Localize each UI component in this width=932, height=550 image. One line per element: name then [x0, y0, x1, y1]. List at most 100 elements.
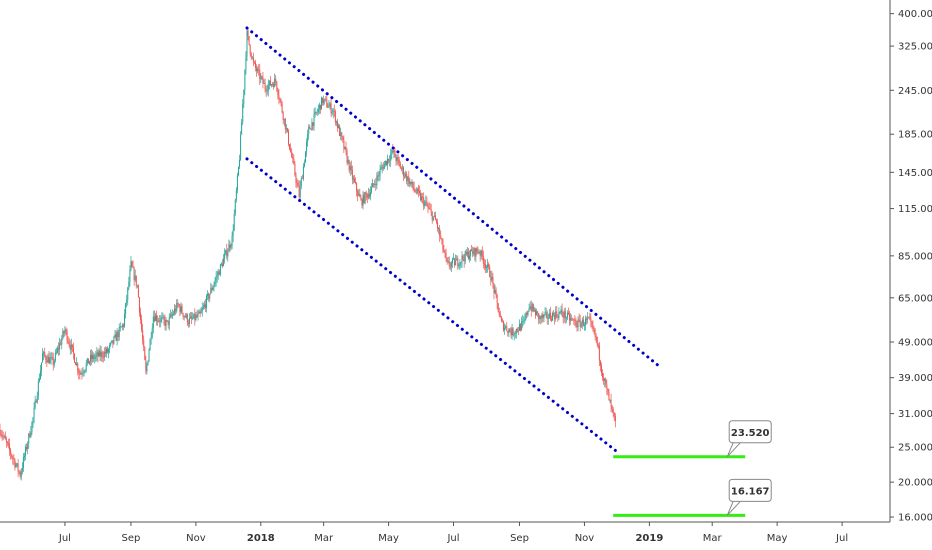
candle	[39, 364, 41, 380]
candle	[341, 131, 343, 141]
candle	[614, 413, 616, 428]
candle	[186, 313, 188, 327]
candle	[603, 373, 605, 385]
candle	[183, 315, 185, 321]
candle	[58, 342, 60, 356]
candle	[37, 378, 39, 400]
channel-trendline[interactable]	[245, 26, 661, 368]
candle	[468, 250, 470, 263]
candle	[9, 438, 11, 456]
x-tick-label: Nov	[186, 533, 206, 544]
candle	[542, 311, 544, 323]
candle	[135, 275, 137, 289]
candle	[295, 172, 297, 188]
candle	[72, 342, 74, 360]
channel-trendline[interactable]	[245, 157, 617, 452]
candle	[219, 263, 221, 277]
candle	[420, 189, 422, 202]
candle	[460, 261, 462, 269]
candle	[169, 309, 171, 319]
candle	[590, 313, 592, 328]
candle	[310, 128, 312, 130]
y-tick-label: 49.000	[898, 337, 932, 348]
candle	[396, 154, 398, 165]
y-tick-label: 145.000	[898, 168, 932, 179]
candle	[240, 131, 242, 161]
candle	[458, 263, 460, 269]
candle	[108, 347, 110, 359]
candle	[277, 87, 279, 100]
candle	[45, 354, 47, 364]
candle	[402, 166, 404, 181]
candle	[325, 96, 327, 102]
candle	[29, 431, 31, 438]
candle	[563, 308, 565, 323]
candle	[33, 402, 35, 424]
candle	[283, 118, 285, 127]
candle	[521, 316, 523, 332]
candles-layer	[0, 26, 616, 481]
candle	[387, 154, 389, 171]
candle	[252, 52, 254, 67]
candle	[230, 243, 232, 251]
candle	[463, 254, 465, 268]
candle	[210, 282, 212, 295]
candle	[25, 444, 27, 461]
candle	[605, 377, 607, 388]
candle	[461, 251, 463, 268]
candle	[76, 357, 78, 367]
candle	[141, 314, 143, 333]
candle	[222, 258, 223, 269]
candle	[245, 50, 247, 75]
candle	[111, 340, 113, 344]
candle	[144, 346, 146, 361]
candle	[124, 309, 126, 328]
candle	[591, 320, 593, 329]
candle	[380, 161, 382, 171]
candle	[2, 431, 4, 441]
candle	[578, 313, 580, 323]
candle	[333, 104, 335, 117]
candle	[424, 200, 426, 209]
candle	[519, 319, 521, 332]
candle	[556, 306, 558, 319]
candle	[279, 97, 281, 103]
candle	[376, 172, 378, 189]
candle	[89, 349, 91, 367]
candle	[562, 311, 564, 324]
candle	[243, 89, 245, 109]
candle	[12, 455, 14, 465]
candle	[148, 348, 150, 363]
candle	[177, 299, 179, 309]
candle	[62, 328, 64, 340]
candle	[49, 352, 51, 364]
candle	[202, 302, 204, 311]
candle	[554, 312, 556, 325]
candle	[328, 100, 330, 108]
x-axis[interactable]: Jul Sep Nov 2018 Mar May Jul Sep Nov 2019 Mar May Ju…	[58, 522, 848, 544]
candle	[117, 329, 119, 342]
candle	[272, 82, 274, 87]
candle	[26, 443, 28, 452]
candle	[377, 171, 379, 181]
candle	[567, 307, 569, 316]
x-tick-label: Sep	[510, 533, 529, 544]
candle	[414, 188, 416, 193]
candle	[61, 335, 63, 350]
y-axis[interactable]: 400.000 325.000 245.000 185.000 145.000 115.0…	[890, 9, 932, 524]
candle	[543, 314, 545, 323]
candle	[343, 135, 345, 153]
x-tick-label: Sep	[122, 533, 141, 544]
candle	[538, 312, 540, 325]
candle	[91, 349, 93, 366]
candle	[506, 322, 508, 332]
candle	[114, 329, 116, 338]
candle	[242, 98, 244, 125]
x-tick-label: May	[767, 533, 788, 544]
candle	[3, 434, 5, 439]
candle	[489, 264, 491, 278]
candle	[185, 312, 187, 320]
candle	[348, 159, 350, 174]
candle	[508, 328, 510, 337]
